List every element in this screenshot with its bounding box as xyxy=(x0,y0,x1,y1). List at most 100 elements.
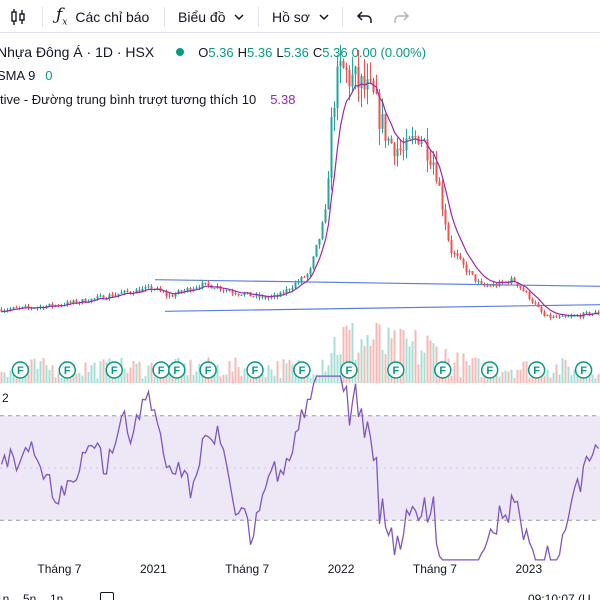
earnings-letter: F xyxy=(299,365,306,377)
candle-body xyxy=(483,283,486,286)
volume-bar xyxy=(402,330,405,383)
redo-button[interactable] xyxy=(392,0,410,33)
chart-type-button[interactable]: Biểu đồ xyxy=(178,0,245,33)
candle-body xyxy=(309,268,312,275)
chevron-down-icon xyxy=(319,13,329,20)
candle-body xyxy=(198,287,201,289)
volume-bar xyxy=(60,377,63,383)
candle-body xyxy=(426,139,429,161)
candle-body xyxy=(372,80,375,93)
volume-bar xyxy=(33,358,36,383)
calendar-icon[interactable] xyxy=(100,592,114,600)
candle-body xyxy=(555,316,558,318)
candle-body xyxy=(399,148,402,151)
volume-bar xyxy=(102,359,105,383)
candle-body xyxy=(408,138,411,140)
candles-icon[interactable] xyxy=(8,0,28,33)
volume-bar xyxy=(588,370,591,383)
candle-body xyxy=(21,306,24,308)
candle-body xyxy=(411,135,414,139)
earnings-letter: F xyxy=(173,365,180,377)
volume-bar xyxy=(417,364,420,383)
candle-body xyxy=(459,255,462,259)
clock-time: 09:10:07 (U xyxy=(528,592,591,600)
volume-bar xyxy=(327,365,330,383)
volume-bar xyxy=(189,359,192,383)
earnings-marker: F xyxy=(199,361,217,379)
volume-bar xyxy=(243,368,246,383)
earnings-badge xyxy=(293,361,311,379)
volume-bar xyxy=(96,378,99,383)
volume-bar xyxy=(462,353,465,383)
earnings-badge xyxy=(387,361,405,379)
candle-body xyxy=(486,285,489,287)
earnings-badge xyxy=(340,361,358,379)
candle-body xyxy=(9,308,12,310)
candle-body xyxy=(162,291,165,293)
candle-body xyxy=(150,286,153,290)
candle-body xyxy=(318,238,321,245)
volume-bar xyxy=(357,352,360,383)
timeframe-button[interactable]: 1n xyxy=(50,592,64,600)
candle-body xyxy=(183,290,186,292)
candle-body xyxy=(231,291,234,293)
candle-body xyxy=(558,316,561,318)
volume-bar xyxy=(393,330,396,383)
candle-body xyxy=(81,299,84,303)
candle-body xyxy=(510,278,513,284)
volume-bar xyxy=(267,365,270,383)
volume-bar xyxy=(51,365,54,383)
volume-bar xyxy=(285,363,288,383)
indicators-button[interactable]: ƒx Các chỉ báo xyxy=(56,0,149,33)
volume-bar xyxy=(78,372,81,383)
volume-bar xyxy=(516,370,519,383)
volume-bar xyxy=(282,359,285,383)
candle-body xyxy=(177,290,180,294)
earnings-letter: F xyxy=(580,365,587,377)
volume-bar xyxy=(246,367,249,383)
candle-body xyxy=(12,307,15,309)
candle-body xyxy=(102,295,105,300)
redo-icon xyxy=(394,10,410,23)
candle-body xyxy=(171,295,174,297)
candle-body xyxy=(135,289,138,294)
volume-bar xyxy=(144,376,147,383)
volume-bar xyxy=(591,374,594,383)
earnings-letter: F xyxy=(111,365,118,377)
candle-body xyxy=(72,300,75,303)
candle-body xyxy=(138,289,141,293)
volume-bar xyxy=(48,370,51,383)
candle-body xyxy=(519,286,522,289)
volume-bar xyxy=(234,357,237,383)
candle-body xyxy=(480,280,483,284)
top-toolbar: ƒx Các chỉ báo Biểu đồ Hồ sơ xyxy=(0,0,600,33)
undo-button[interactable] xyxy=(356,0,374,33)
trendline-upper xyxy=(154,279,600,287)
candle-body xyxy=(108,294,111,299)
candle-body xyxy=(441,185,444,210)
candle-body xyxy=(99,295,102,297)
candle-body xyxy=(396,148,399,157)
volume-bar xyxy=(408,346,411,383)
earnings-badge xyxy=(480,361,499,379)
candle-body xyxy=(420,141,423,145)
volume-bar xyxy=(495,369,498,383)
candle-body xyxy=(561,315,564,317)
timeframe-button[interactable]: 1n xyxy=(0,592,10,600)
indicators-label: Các chỉ báo xyxy=(75,8,150,25)
candle-body xyxy=(435,162,438,182)
candle-body xyxy=(381,113,384,129)
candle-body xyxy=(141,288,144,293)
candle-body xyxy=(588,312,591,315)
candle-body xyxy=(279,292,282,297)
candle-body xyxy=(444,209,447,225)
profile-button[interactable]: Hồ sơ xyxy=(272,0,330,33)
candle-body xyxy=(240,294,243,296)
candle-body xyxy=(402,150,405,152)
volume-bar xyxy=(291,364,294,383)
candle-body xyxy=(531,299,534,303)
timeframe-button[interactable]: 5n xyxy=(23,592,37,600)
candle-body xyxy=(330,116,333,179)
volume-bar xyxy=(546,370,549,383)
